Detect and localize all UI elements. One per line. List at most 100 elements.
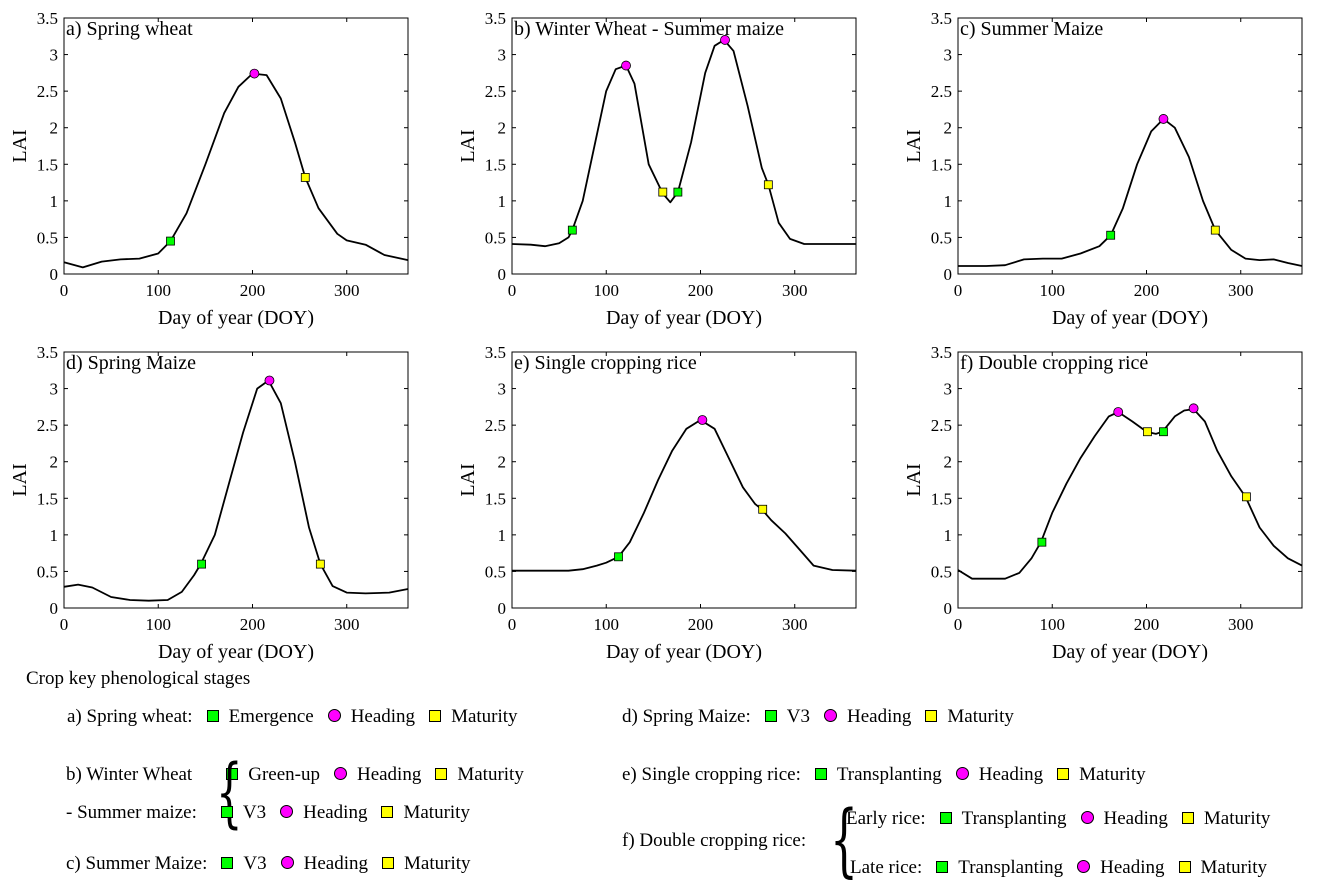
maturity-marker: [658, 187, 668, 197]
magenta-circle-icon: [1077, 860, 1091, 874]
legend-a-item-3: Maturity: [451, 706, 518, 727]
x-tick-label: 300: [782, 615, 808, 634]
yellow-square-icon: [435, 767, 448, 780]
legend-d-label: d) Spring Maize:: [622, 706, 751, 727]
emergence-marker: [197, 559, 207, 569]
plot-frame: [63, 17, 409, 275]
lai-series-line: [511, 39, 856, 248]
heading-marker: [1113, 407, 1124, 417]
legend-f-late-item-3: Maturity: [1200, 857, 1268, 878]
green-square-icon: [220, 805, 233, 818]
legend-e-label: e) Single cropping rice:: [622, 764, 801, 785]
yellow-square-icon: [1057, 767, 1070, 780]
emergence-marker: [1037, 537, 1047, 547]
legend-a-item-2: Heading: [350, 706, 416, 727]
magenta-circle-icon: [1080, 811, 1094, 825]
x-tick-label: 0: [954, 615, 963, 634]
green-square-icon: [221, 856, 234, 869]
x-tick-label: 0: [954, 281, 963, 300]
legend-e-item-1: Transplanting: [836, 764, 942, 785]
y-tick-label: 2: [944, 119, 953, 138]
x-tick-label: 100: [593, 281, 619, 300]
emergence-marker: [614, 552, 623, 562]
y-tick-label: 3.5: [485, 343, 506, 362]
y-tick-label: 3: [50, 46, 59, 65]
x-tick-label: 300: [1228, 281, 1254, 300]
y-tick-label: 3: [498, 380, 507, 399]
y-tick-label: 2.5: [37, 82, 58, 101]
y-tick-label: 3.5: [37, 343, 58, 362]
legend-d-item-2: Heading: [847, 706, 912, 727]
y-axis-label: LAI: [903, 129, 925, 162]
legend-heading: Crop key phenological stages: [26, 668, 251, 689]
heading-marker: [249, 68, 260, 79]
legend-d-item-3: Maturity: [947, 706, 1014, 727]
legend-a-item-1: Emergence: [228, 706, 314, 727]
legend-row-b2: - Summer maize: V3 Heading Maturity: [66, 802, 470, 824]
panel-title: f) Double cropping rice: [960, 352, 1148, 374]
legend-c-item-2: Heading: [303, 853, 369, 874]
heading-marker: [621, 60, 631, 71]
y-tick-label: 2: [50, 119, 59, 138]
y-tick-label: 1.5: [931, 155, 952, 174]
yellow-square-icon: [925, 709, 938, 722]
magenta-circle-icon: [280, 856, 294, 870]
y-tick-label: 0: [498, 599, 507, 618]
legend-b2-item-1: V3: [242, 802, 267, 823]
y-tick-label: 0: [50, 265, 59, 284]
legend-row-f-late: Late rice: Transplanting Heading Maturity: [850, 857, 1267, 879]
x-tick-label: 100: [145, 615, 171, 634]
y-tick-label: 1.5: [485, 155, 506, 174]
legend-e-item-2: Heading: [978, 764, 1044, 785]
green-square-icon: [936, 860, 949, 873]
y-tick-label: 2.5: [931, 82, 952, 101]
y-axis-label: LAI: [457, 463, 479, 496]
y-tick-label: 1: [498, 526, 507, 545]
yellow-square-icon: [1178, 860, 1191, 873]
x-tick-label: 300: [334, 281, 360, 300]
chart-panel-3: 0 0.5 1 1.5 2 2.5 3 3.5 0 100 200 300 Day of year (D…: [903, 9, 1303, 329]
x-tick-label: 200: [688, 615, 714, 634]
x-axis-label: Day of year (DOY): [158, 307, 314, 329]
magenta-circle-icon: [333, 767, 347, 781]
y-tick-label: 0: [944, 265, 953, 284]
legend-b-label-2: - Summer maize:: [66, 802, 197, 823]
y-tick-label: 2: [50, 453, 59, 472]
heading-marker: [697, 415, 708, 425]
x-tick-label: 100: [145, 281, 171, 300]
legend-f-early-item-1: Transplanting: [961, 808, 1067, 829]
y-tick-label: 3: [498, 46, 507, 65]
lai-series-line: [957, 408, 1303, 580]
y-tick-label: 2.5: [931, 416, 952, 435]
lai-series-line: [63, 72, 409, 269]
heading-marker: [264, 375, 275, 386]
lai-series-line: [63, 379, 409, 602]
heading-marker: [720, 35, 730, 45]
plot-frame: [63, 351, 409, 609]
green-square-icon: [814, 767, 827, 780]
maturity-marker: [315, 559, 325, 569]
y-tick-label: 2: [944, 453, 953, 472]
y-tick-label: 3.5: [485, 9, 506, 28]
x-tick-label: 300: [334, 615, 360, 634]
maturity-marker: [1241, 492, 1251, 502]
y-tick-label: 0.5: [931, 562, 952, 581]
maturity-marker: [300, 173, 310, 182]
heading-marker: [1188, 403, 1199, 414]
legend-c-item-3: Maturity: [404, 853, 471, 874]
legend-f-early-item-2: Heading: [1103, 808, 1168, 829]
plot-frame: [957, 17, 1303, 275]
legend-b1-item-3: Maturity: [457, 764, 524, 785]
y-tick-label: 1.5: [37, 489, 58, 508]
y-tick-label: 2.5: [485, 82, 506, 101]
y-tick-label: 0.5: [485, 562, 506, 581]
magenta-circle-icon: [824, 709, 837, 723]
y-tick-label: 2.5: [37, 416, 58, 435]
maturity-marker: [763, 180, 773, 190]
y-tick-label: 0.5: [37, 228, 58, 247]
y-tick-label: 0: [944, 599, 953, 618]
legend-row-a: a) Spring wheat: Emergence Heading Maturity: [67, 706, 518, 728]
legend-f-late-label: Late rice:: [850, 857, 923, 878]
legend-b2-item-3: Maturity: [403, 802, 470, 823]
